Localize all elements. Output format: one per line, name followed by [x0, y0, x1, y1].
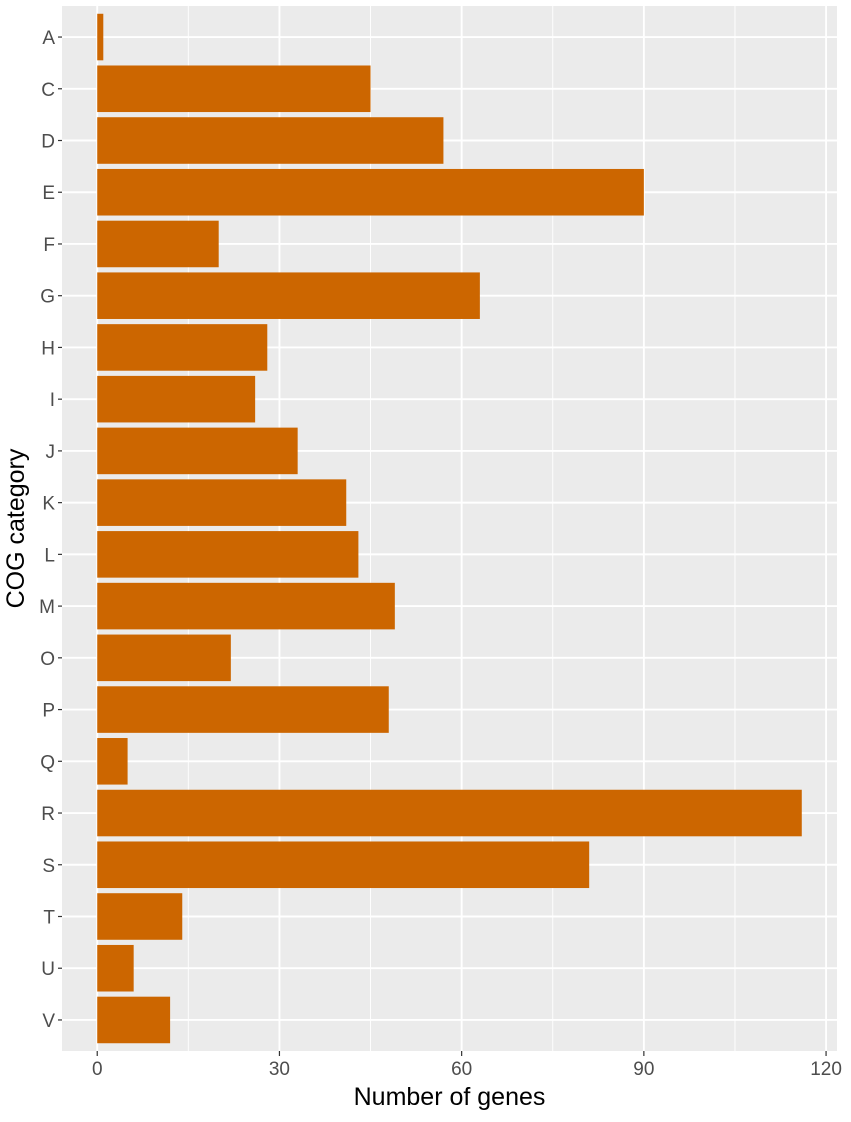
- x-tick-label: 30: [269, 1059, 290, 1080]
- y-tick-label: M: [39, 597, 55, 618]
- bar-p: [97, 686, 389, 733]
- bar-o: [97, 634, 231, 682]
- y-tick-label: O: [40, 649, 55, 670]
- y-tick-label: S: [42, 856, 55, 877]
- y-tick-label: F: [43, 235, 55, 256]
- bar-d: [97, 117, 444, 164]
- bar-v: [97, 996, 171, 1044]
- y-tick-label: H: [41, 338, 55, 359]
- y-tick-label: U: [41, 959, 55, 980]
- bar-r: [97, 789, 802, 837]
- bar-u: [97, 944, 134, 992]
- bar-j: [97, 427, 298, 475]
- y-tick-label: E: [42, 183, 55, 204]
- y-tick-label: R: [41, 804, 55, 825]
- bar-a: [97, 13, 104, 61]
- bar-f: [97, 220, 219, 268]
- bar-k: [97, 479, 347, 526]
- y-axis-title: COG category: [2, 448, 30, 608]
- y-tick-label: A: [42, 28, 55, 49]
- bar-m: [97, 582, 395, 630]
- bar-q: [97, 738, 128, 785]
- y-tick-label: V: [42, 1011, 55, 1032]
- y-tick-label: P: [42, 701, 55, 722]
- bar-t: [97, 893, 183, 940]
- y-tick-label: D: [41, 132, 55, 153]
- x-tick-label: 120: [810, 1059, 842, 1080]
- y-tick-label: Q: [40, 752, 55, 773]
- y-tick-label: J: [46, 442, 56, 463]
- y-tick-label: I: [50, 390, 55, 411]
- bar-h: [97, 324, 268, 371]
- y-tick-label: G: [40, 287, 55, 308]
- bar-l: [97, 531, 359, 578]
- bar-s: [97, 841, 590, 889]
- x-tick-label: 60: [451, 1059, 472, 1080]
- x-axis-title: Number of genes: [354, 1083, 546, 1111]
- y-tick-label: L: [44, 545, 55, 566]
- y-tick-label: K: [42, 494, 55, 515]
- bar-e: [97, 168, 644, 216]
- y-axis: A C D E F G H I J K L M O P Q R S T U V: [39, 28, 62, 1032]
- bars: [97, 13, 802, 1044]
- bar-c: [97, 65, 371, 113]
- bar-g: [97, 272, 480, 319]
- x-tick-label: 90: [633, 1059, 654, 1080]
- y-tick-label: C: [41, 80, 55, 101]
- y-tick-label: T: [43, 907, 55, 928]
- x-tick-label: 0: [92, 1059, 103, 1080]
- x-axis: 0 30 60 90 120: [92, 1051, 842, 1080]
- bar-i: [97, 375, 256, 423]
